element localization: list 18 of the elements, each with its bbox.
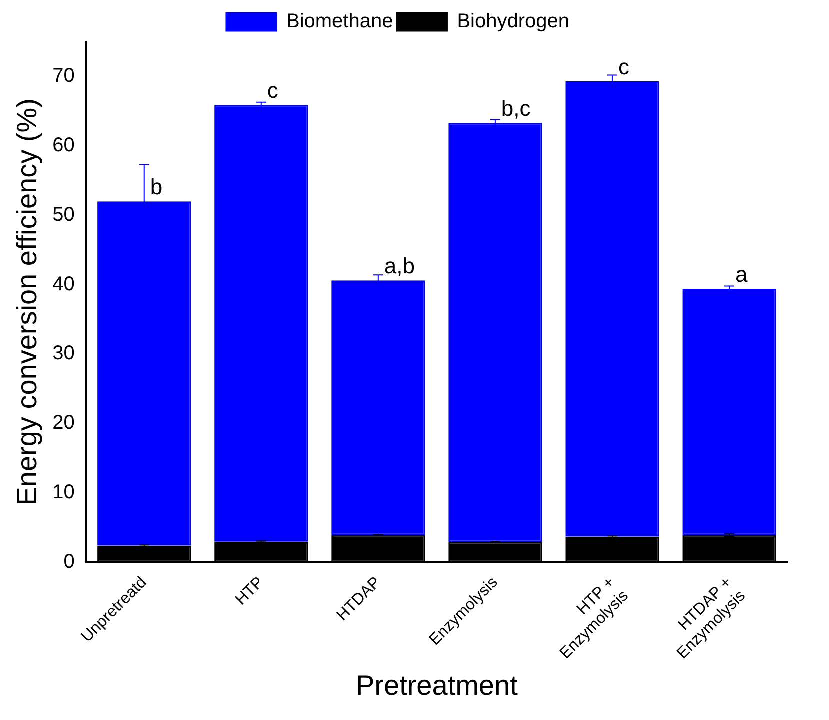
y-tick-label: 40 xyxy=(52,273,75,296)
annotation: a,b xyxy=(384,254,416,279)
y-tick-label: 10 xyxy=(52,482,75,504)
annotation: a xyxy=(735,262,748,288)
annotation: b xyxy=(150,174,163,200)
x-axis-title: Pretreatment xyxy=(356,670,518,701)
y-tick-label: 20 xyxy=(52,412,75,434)
y-tick-label: 70 xyxy=(52,65,75,88)
y-tick-label: 30 xyxy=(52,342,75,365)
annotation: c xyxy=(267,78,278,104)
annotation: b,c xyxy=(501,96,531,122)
legend-label: Biohydrogen xyxy=(457,10,570,33)
y-tick-label: 0 xyxy=(64,550,75,573)
y-axis-title: Energy conversion efficiency (%) xyxy=(12,98,43,506)
annotation: c xyxy=(618,54,630,80)
y-tick-label: 60 xyxy=(52,134,75,157)
legend-label: Biomethane xyxy=(286,10,394,33)
y-tick-label: 50 xyxy=(52,204,75,226)
